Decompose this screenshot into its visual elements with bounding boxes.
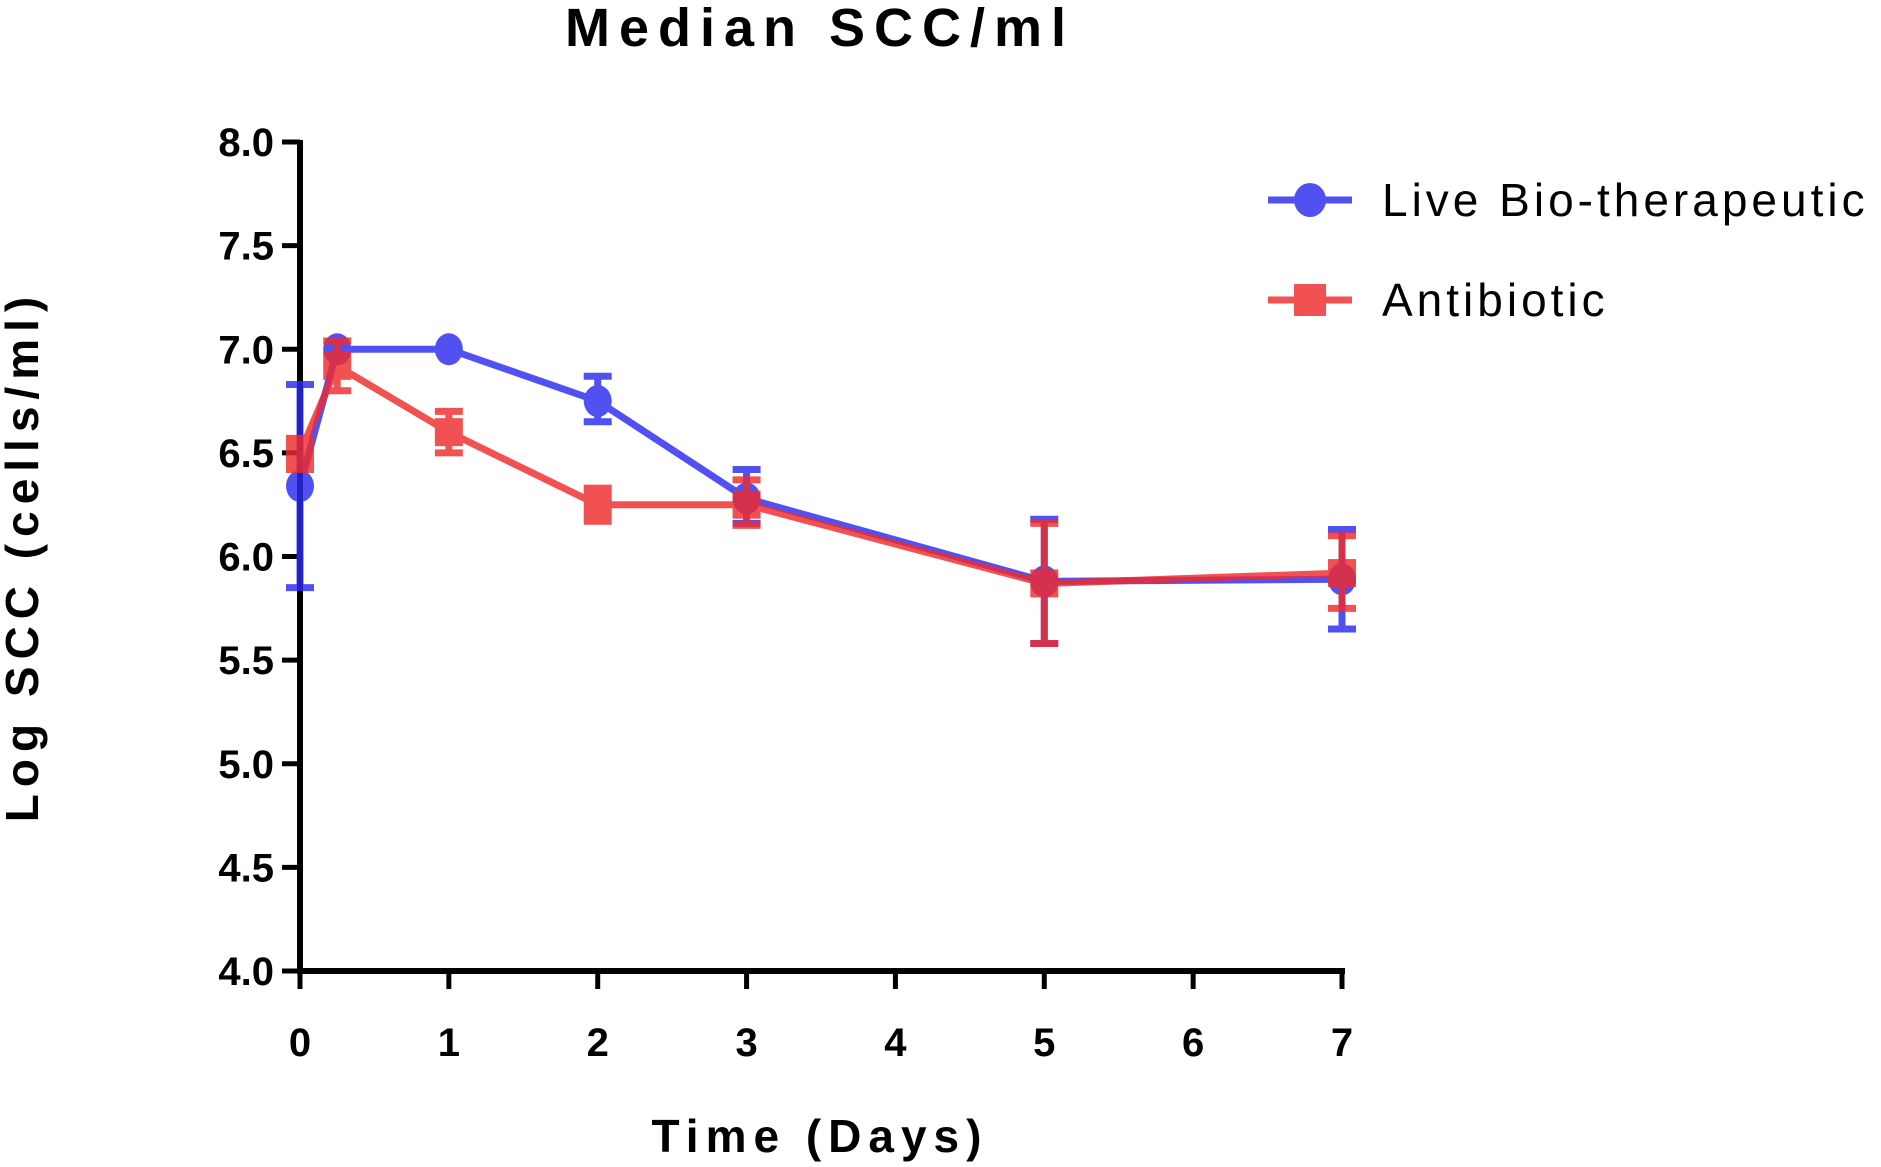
data-point: [434, 418, 463, 447]
x-tick-label: 0: [289, 1021, 311, 1065]
data-point: [323, 351, 352, 380]
data-point: [732, 490, 761, 519]
y-tick-label: 6.0: [218, 536, 274, 580]
legend: Live Bio-therapeutic Antibiotic: [1268, 174, 1869, 326]
data-point: [583, 490, 612, 519]
chart-title: Median SCC/ml: [565, 0, 1075, 58]
x-axis-ticks: 0 1 2 3 4 5 6 7: [289, 971, 1353, 1065]
y-tick-label: 4.0: [218, 950, 274, 994]
data-point: [286, 470, 314, 503]
y-tick-label: 8.0: [218, 121, 274, 165]
y-tick-label: 7.0: [218, 328, 274, 372]
data-point: [1030, 569, 1059, 598]
series-line: [296, 345, 1343, 585]
data-point: [286, 438, 314, 467]
legend-marker-circle-icon: [1294, 183, 1326, 217]
y-axis-label: Log SCC (cells/ml): [0, 290, 48, 822]
x-tick-label: 5: [1033, 1021, 1055, 1065]
x-tick-label: 7: [1331, 1021, 1353, 1065]
data-point: [583, 385, 612, 418]
x-tick-label: 3: [735, 1021, 757, 1065]
legend-item-2: [1268, 284, 1352, 316]
series-2: [286, 337, 1356, 648]
x-tick-label: 1: [438, 1021, 460, 1065]
legend-label: Live Bio-therapeutic: [1382, 174, 1869, 226]
legend-marker-square-icon: [1294, 284, 1326, 316]
y-tick-label: 4.5: [218, 846, 274, 890]
data-point: [434, 333, 463, 366]
legend-label: Antibiotic: [1382, 274, 1609, 326]
series-1: [286, 333, 1356, 648]
legend-item-1: [1268, 183, 1352, 217]
y-tick-label: 5.5: [218, 639, 274, 683]
axes: [297, 140, 1345, 974]
x-tick-label: 2: [587, 1021, 609, 1065]
x-tick-label: 6: [1182, 1021, 1204, 1065]
y-tick-label: 6.5: [218, 432, 274, 476]
series-line: [296, 362, 1343, 587]
y-tick-label: 7.5: [218, 225, 274, 269]
series-layer: [286, 333, 1356, 648]
y-tick-label: 5.0: [218, 743, 274, 787]
y-axis-ticks: 4.0 4.5 5.0 5.5 6.0 6.5 7.0 7.5 8.0: [218, 121, 300, 994]
data-point: [1328, 559, 1356, 588]
x-tick-label: 4: [884, 1021, 907, 1065]
x-axis-label: Time (Days): [652, 1110, 989, 1162]
